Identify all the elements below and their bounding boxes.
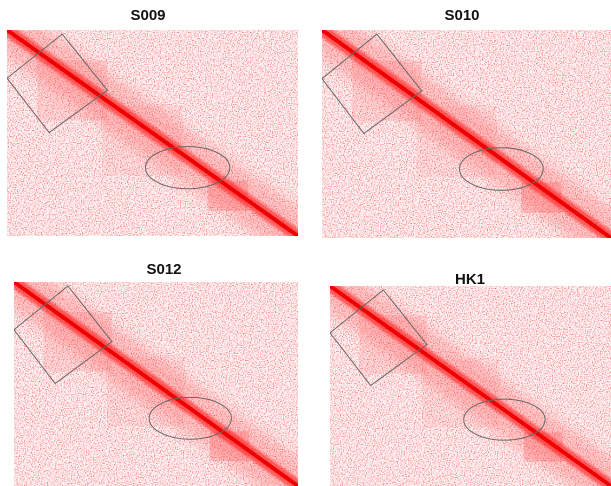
heatmap bbox=[14, 282, 298, 486]
panel-title: S010 bbox=[444, 7, 479, 24]
panel-title: S009 bbox=[130, 7, 165, 24]
heatmap bbox=[330, 286, 611, 486]
heatmap bbox=[7, 30, 298, 236]
heatmap bbox=[322, 30, 611, 238]
panel-title: S012 bbox=[146, 261, 181, 278]
panel-title: HK1 bbox=[455, 271, 485, 288]
